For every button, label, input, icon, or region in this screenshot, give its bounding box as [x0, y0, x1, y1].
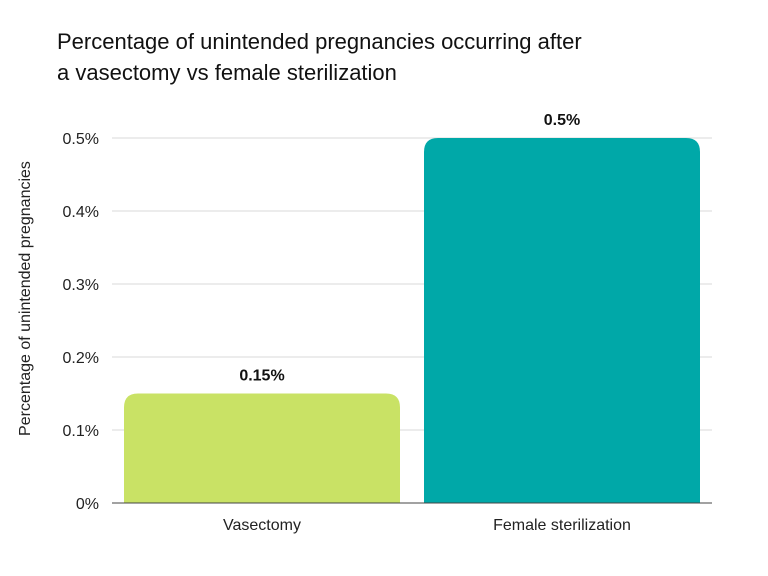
- data-labels: 0.15% 0.5%: [239, 112, 580, 385]
- x-category-label: Female sterilization: [493, 517, 631, 534]
- chart-title-line-2: a vasectomy vs female sterilization: [57, 60, 397, 85]
- y-tick-label: 0.1%: [63, 423, 99, 440]
- y-axis-ticks: 0% 0.1% 0.2% 0.3% 0.4% 0.5%: [63, 131, 99, 513]
- bar-vasectomy: [124, 393, 400, 503]
- y-tick-label: 0.3%: [63, 277, 99, 294]
- data-label: 0.15%: [239, 368, 284, 385]
- y-tick-label: 0.4%: [63, 204, 99, 221]
- y-tick-label: 0.5%: [63, 131, 99, 148]
- bar-female-sterilization: [424, 138, 700, 503]
- data-label: 0.5%: [544, 112, 580, 129]
- x-axis-categories: Vasectomy Female sterilization: [223, 517, 631, 534]
- chart-title: Percentage of unintended pregnancies occ…: [57, 26, 697, 88]
- x-category-label: Vasectomy: [223, 517, 301, 534]
- chart-title-line-1: Percentage of unintended pregnancies occ…: [57, 29, 582, 54]
- y-axis-label: Percentage of unintended pregnancies: [17, 161, 34, 436]
- bars: [124, 138, 700, 503]
- y-tick-label: 0%: [76, 496, 99, 513]
- y-tick-label: 0.2%: [63, 350, 99, 367]
